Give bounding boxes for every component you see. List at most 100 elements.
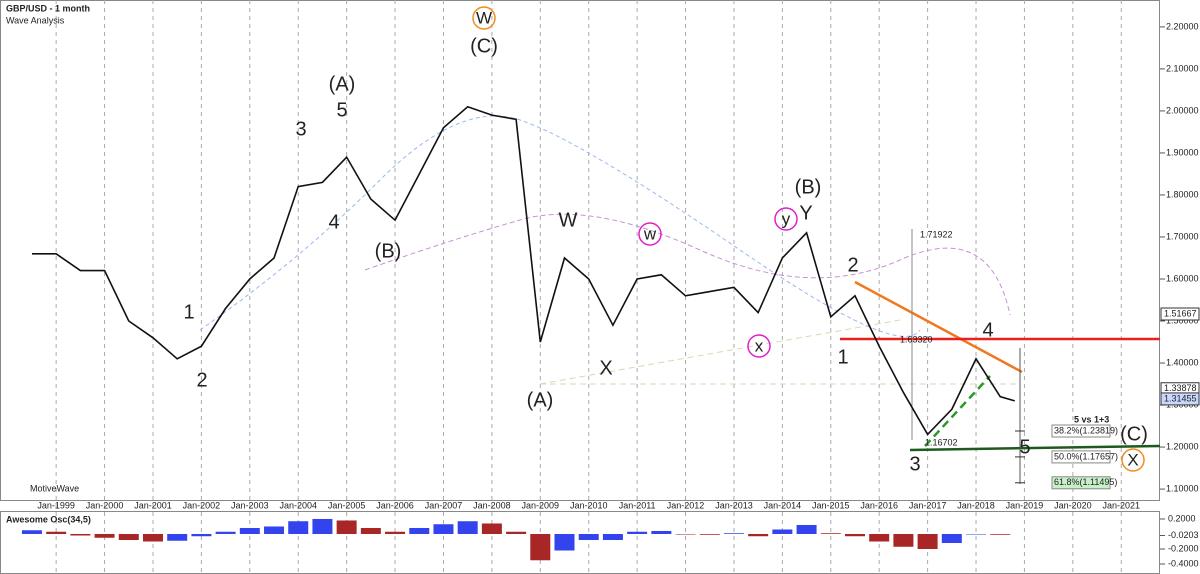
wave-label: y bbox=[782, 209, 791, 228]
wave-label: 3 bbox=[295, 118, 306, 140]
osc-bar bbox=[990, 533, 1011, 535]
wave-label: (A) bbox=[527, 389, 554, 411]
x-tick-label: Jan-2016 bbox=[860, 500, 898, 510]
wave-label: (B) bbox=[795, 176, 822, 198]
fib-box bbox=[1051, 424, 1111, 438]
osc-bar bbox=[748, 533, 769, 537]
osc-bar bbox=[167, 533, 188, 541]
x-tick-label: Jan-2013 bbox=[715, 500, 753, 510]
osc-bar bbox=[602, 533, 623, 540]
wave-label: X bbox=[1127, 450, 1138, 469]
osc-title: Awesome Osc(34,5) bbox=[6, 514, 91, 524]
y-tick-label: 0.2000 bbox=[1168, 513, 1196, 523]
price-line bbox=[31, 105, 1015, 436]
osc-bar bbox=[118, 533, 139, 540]
osc-bar bbox=[385, 531, 406, 534]
osc-bar bbox=[70, 533, 91, 536]
fib-box bbox=[1051, 450, 1111, 464]
x-tick-label: Jan-2000 bbox=[86, 500, 124, 510]
wave-label: 1 bbox=[183, 301, 194, 323]
footer: MotiveWave bbox=[30, 483, 79, 493]
x-tick-label: Jan-2014 bbox=[764, 500, 802, 510]
y-tick-label: 2.00000 bbox=[1166, 105, 1199, 115]
note: 5 vs 1+3 bbox=[1074, 414, 1109, 424]
wave-circle bbox=[1121, 448, 1145, 472]
osc-bar bbox=[433, 524, 454, 534]
osc-bar bbox=[312, 518, 333, 534]
x-tick-label: Jan-2020 bbox=[1054, 500, 1092, 510]
osc-bar bbox=[723, 533, 744, 534]
wave-label: W bbox=[476, 8, 492, 27]
wave-label: Y bbox=[799, 202, 812, 224]
y-tick-label: -0.4000 bbox=[1168, 558, 1199, 568]
osc-bar bbox=[46, 531, 67, 534]
wave-circle bbox=[747, 334, 771, 358]
osc-bar bbox=[627, 531, 648, 534]
x-tick-label: Jan-2021 bbox=[1103, 500, 1141, 510]
wave-label: 5 bbox=[336, 99, 347, 121]
osc-bar bbox=[578, 533, 599, 540]
chart-subtitle: Wave Analysis bbox=[6, 15, 65, 25]
price-marker-label: 1.51667 bbox=[1164, 308, 1197, 318]
wave-label: (C) bbox=[470, 35, 498, 57]
fib-label: 38.2%(1.23819) bbox=[1054, 425, 1118, 435]
x-tick-label: Jan-2010 bbox=[570, 500, 608, 510]
wave-label: (A) bbox=[329, 73, 356, 95]
wave-label: X bbox=[599, 357, 612, 379]
price-marker-label: 1.31455 bbox=[1164, 393, 1197, 403]
moving-average bbox=[199, 115, 921, 337]
osc-bar bbox=[481, 523, 502, 534]
osc-bar bbox=[941, 533, 962, 543]
osc-bar bbox=[288, 521, 309, 534]
x-tick-label: Jan-2002 bbox=[183, 500, 221, 510]
osc-bar bbox=[21, 530, 42, 534]
y-tick-label: 1.10000 bbox=[1166, 483, 1199, 493]
wave-label: 3 bbox=[909, 453, 920, 475]
osc-bar bbox=[457, 521, 478, 534]
osc-bar bbox=[554, 533, 575, 551]
wave-label: 4 bbox=[982, 319, 993, 341]
y-tick-label: 1.90000 bbox=[1166, 147, 1199, 157]
x-tick-label: Jan-1999 bbox=[37, 500, 75, 510]
x-tick-label: Jan-2001 bbox=[134, 500, 172, 510]
x-tick-label: Jan-2018 bbox=[957, 500, 995, 510]
osc-bar bbox=[530, 533, 551, 561]
x-tick-label: Jan-2009 bbox=[522, 500, 560, 510]
x-tick-label: Jan-2015 bbox=[812, 500, 850, 510]
y-tick-label: -0.0203 bbox=[1168, 530, 1199, 540]
osc-bar bbox=[869, 533, 890, 542]
osc-bar bbox=[820, 533, 841, 534]
y-tick-label: 1.70000 bbox=[1166, 231, 1199, 241]
layer: Jan-1999 Jan-2000 Jan-2001 Jan-2002 Jan-2003… bbox=[21, 6, 1200, 568]
osc-bar bbox=[191, 533, 212, 537]
wave-label: 1 bbox=[837, 346, 848, 368]
x-tick-label: Jan-2006 bbox=[376, 500, 414, 510]
x-tick-label: Jan-2008 bbox=[473, 500, 511, 510]
wave-label: (B) bbox=[375, 240, 402, 262]
osc-bar bbox=[844, 533, 865, 537]
x-tick-label: Jan-2019 bbox=[1006, 500, 1044, 510]
osc-bar bbox=[893, 533, 914, 547]
price-marker-label: 1.33878 bbox=[1164, 383, 1197, 393]
wave-label: w bbox=[643, 224, 657, 243]
osc-bar bbox=[264, 526, 285, 534]
x-tick-label: Jan-2011 bbox=[619, 500, 656, 510]
wave-label: 2 bbox=[847, 254, 858, 276]
wave-circle bbox=[774, 207, 798, 231]
y-tick-label: 2.10000 bbox=[1166, 63, 1199, 73]
note: 1.16702 bbox=[925, 437, 958, 447]
osc-bar bbox=[651, 530, 672, 534]
note: 1.71922 bbox=[920, 229, 953, 239]
x-tick-label: Jan-2004 bbox=[279, 500, 317, 510]
x-tick-label: Jan-2017 bbox=[909, 500, 947, 510]
price-marker bbox=[1160, 392, 1200, 406]
osc-bar bbox=[239, 527, 260, 534]
osc-bar bbox=[506, 531, 527, 534]
x-tick-label: Jan-2007 bbox=[425, 500, 463, 510]
osc-bar bbox=[675, 533, 696, 535]
osc-bar bbox=[360, 527, 381, 534]
wave-label: W bbox=[559, 209, 578, 231]
fib-box bbox=[1051, 476, 1111, 490]
wave-label: (C) bbox=[1120, 423, 1148, 445]
